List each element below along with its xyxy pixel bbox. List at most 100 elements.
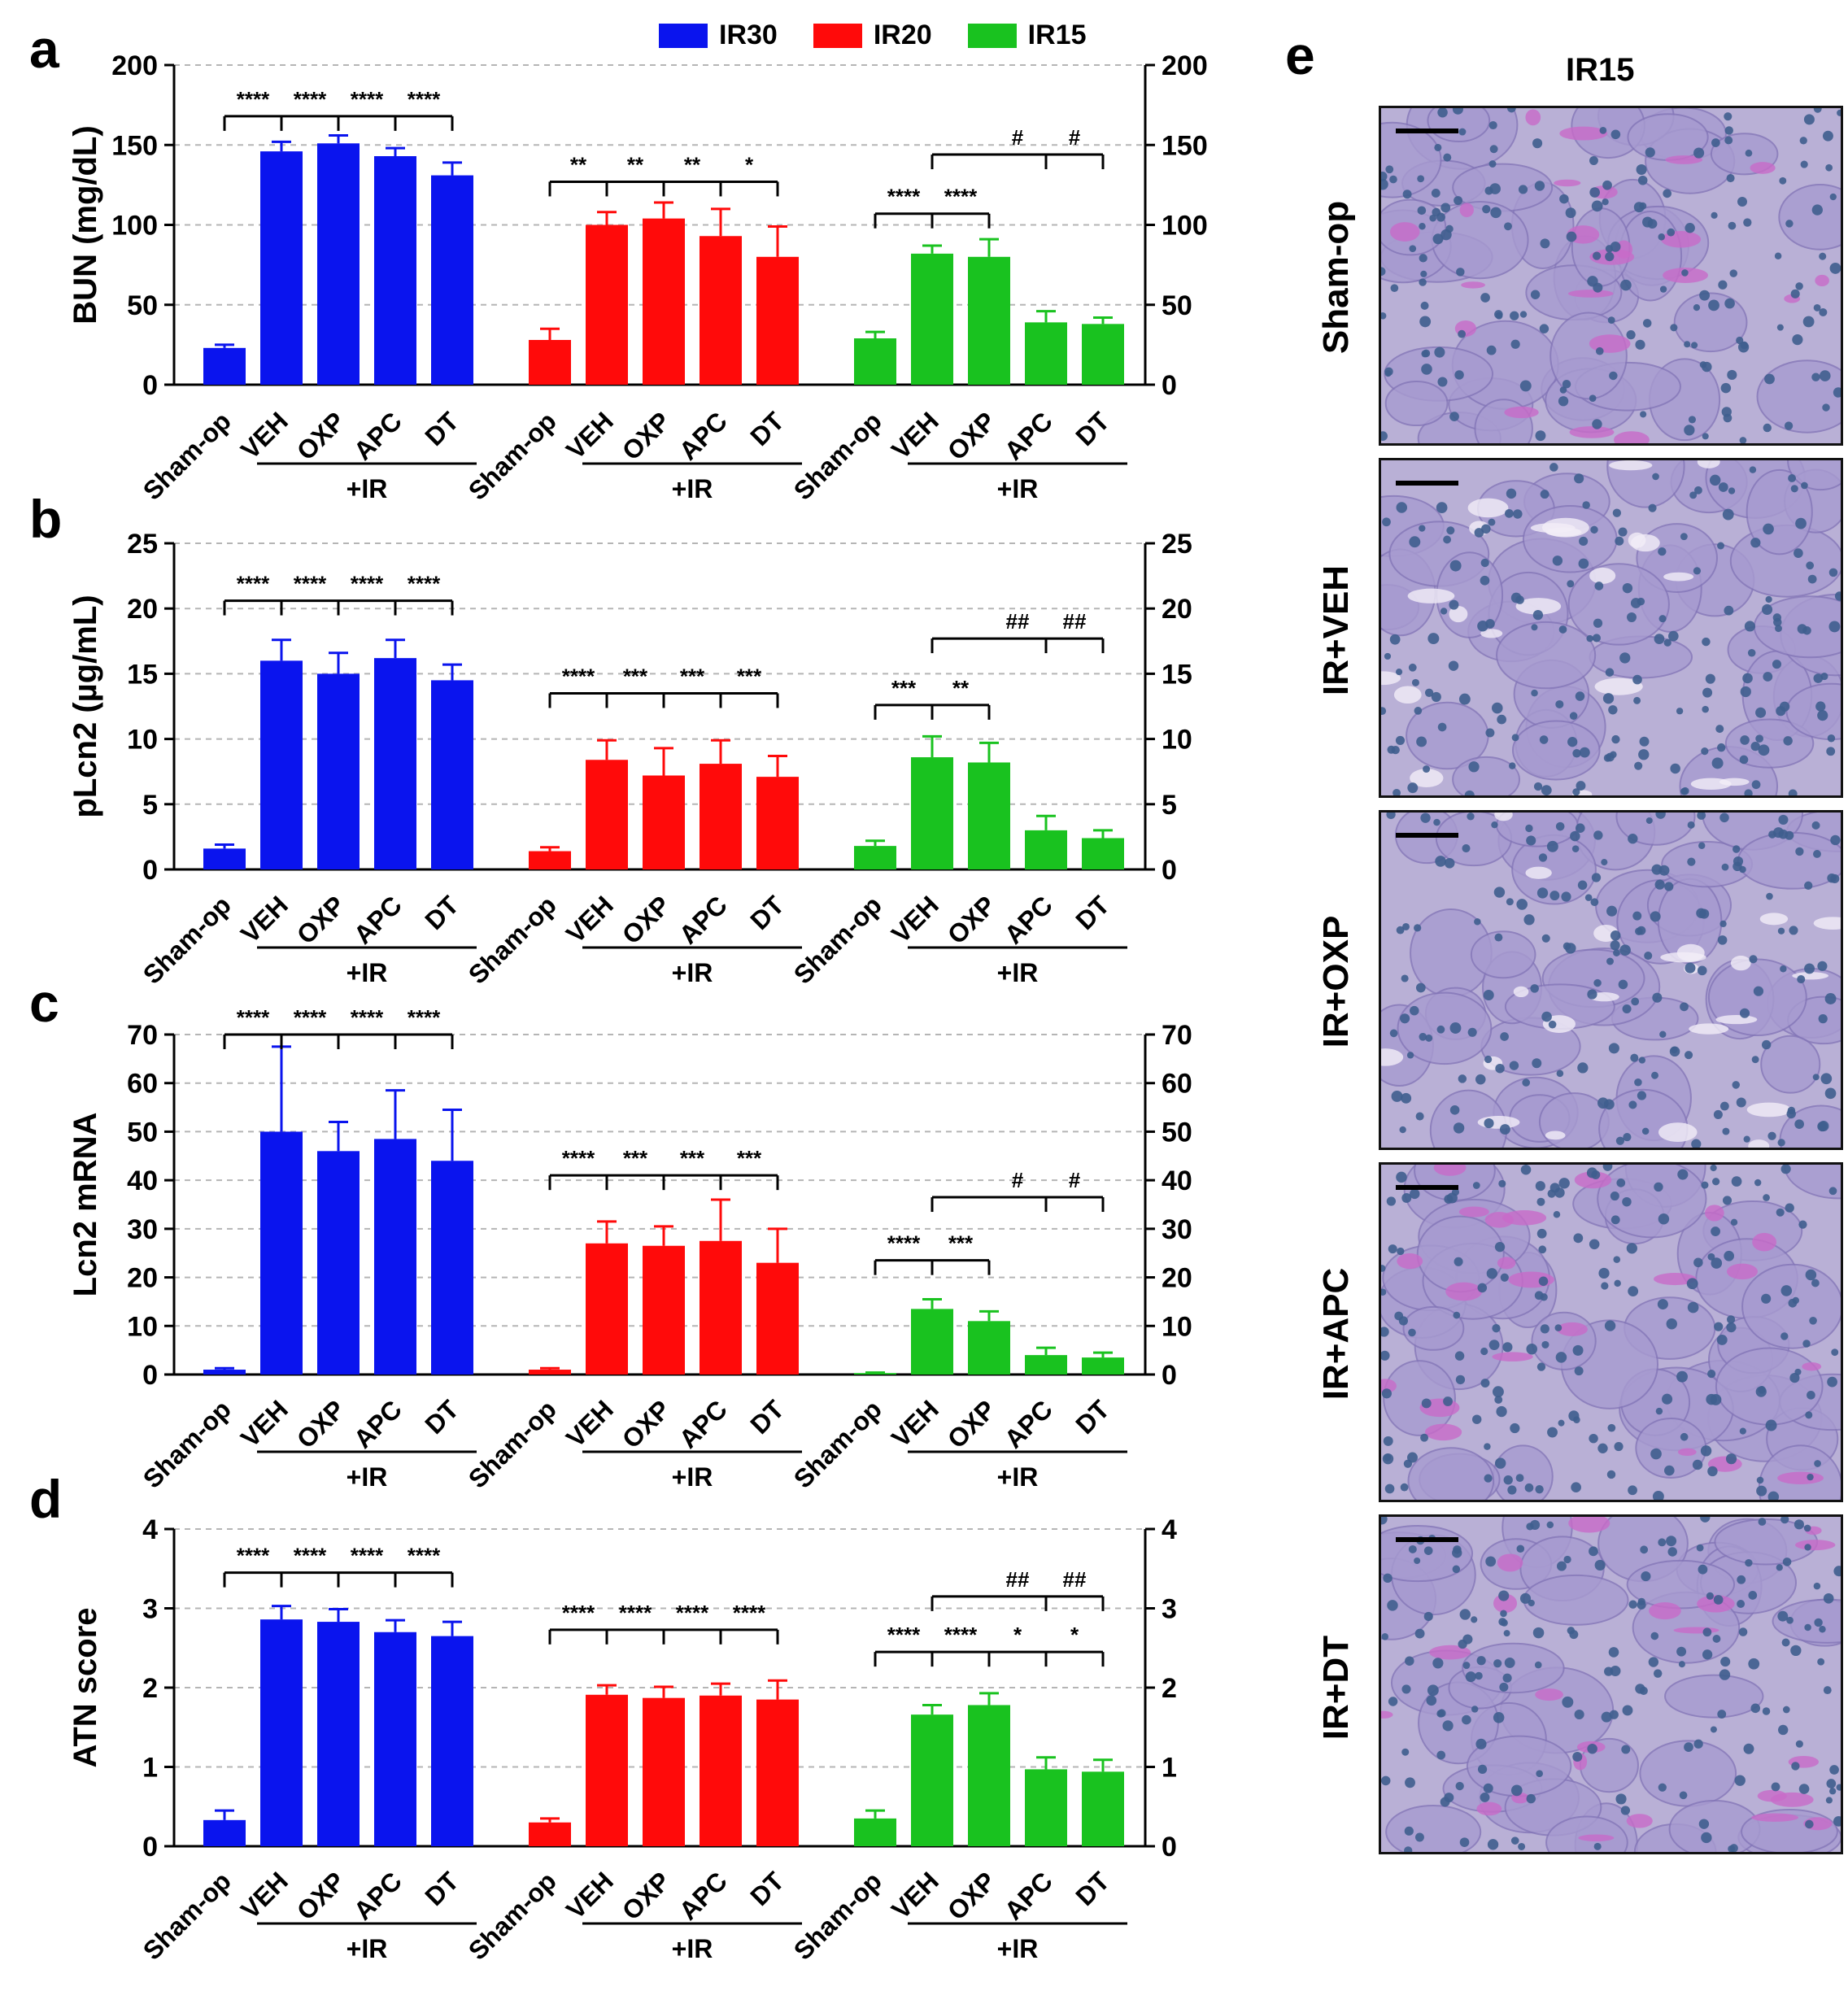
micro-nucleus: [1547, 1427, 1558, 1438]
micro-nucleus: [1381, 1327, 1389, 1337]
micro-nucleus: [1408, 1544, 1417, 1553]
micro-lumen: [1719, 778, 1750, 786]
micro-nucleus: [1803, 114, 1815, 125]
bar: [374, 658, 416, 869]
micro-nucleus: [1492, 1323, 1501, 1333]
micro-nucleus: [1510, 339, 1520, 349]
micro-nucleus: [1763, 423, 1772, 433]
micro-nucleus: [1389, 175, 1397, 184]
micro-nucleus: [1589, 156, 1598, 165]
micro-nucleus: [1513, 509, 1523, 519]
micro-nucleus: [1805, 1819, 1814, 1829]
micro-tubule: [1778, 184, 1841, 251]
micro-nucleus: [1658, 1783, 1667, 1792]
y-tick-label-right: 200: [1162, 50, 1208, 81]
category-label: VEH: [886, 890, 944, 948]
micro-texture: [1381, 1517, 1841, 1852]
micro-nucleus: [1381, 431, 1388, 441]
micro-nucleus: [1804, 1623, 1811, 1632]
micro-nucleus: [1480, 293, 1490, 303]
legend: IR30 IR20 IR15: [659, 20, 1086, 51]
micro-nucleus: [1702, 1649, 1713, 1660]
legend-swatch-ir30: [659, 23, 708, 48]
micro-nucleus: [1726, 1315, 1736, 1324]
micro-nucleus: [1381, 267, 1386, 277]
micro-nucleus: [1739, 1008, 1750, 1018]
bar: [260, 1131, 303, 1375]
micro-nucleus: [1590, 525, 1598, 534]
sig-label: ****: [887, 185, 921, 209]
category-label: DT: [419, 1866, 464, 1911]
micro-nucleus: [1423, 1546, 1433, 1555]
micro-nucleus: [1827, 1376, 1837, 1388]
micro-nucleus: [1609, 371, 1618, 381]
micro-nucleus: [1532, 1627, 1545, 1639]
bar: [431, 1161, 473, 1375]
micro-nucleus: [1776, 1208, 1785, 1217]
micro-nucleus: [1610, 1215, 1620, 1225]
micro-nucleus: [1541, 1011, 1552, 1022]
micro-lumen: [1504, 406, 1539, 419]
category-label: VEH: [560, 1394, 619, 1453]
sig-label: **: [570, 152, 587, 176]
micro-nucleus: [1728, 487, 1736, 494]
micro-nucleus: [1394, 1311, 1404, 1321]
micro-nucleus: [1566, 231, 1577, 242]
y-tick-label-left: 0: [142, 1360, 158, 1391]
micro-tubule: [1416, 1215, 1505, 1293]
micro-nucleus: [1819, 252, 1827, 260]
micro-lumen: [1497, 1257, 1516, 1270]
category-label: Sham-op: [137, 406, 237, 505]
micro-nucleus: [1602, 693, 1615, 704]
micro-nucleus: [1424, 688, 1434, 697]
micro-nucleus: [1444, 858, 1455, 869]
micro-nucleus: [1756, 1476, 1764, 1484]
y-tick-label-left: 20: [127, 1263, 158, 1294]
micro-texture: [1381, 813, 1841, 1148]
micro-nucleus: [1830, 834, 1841, 846]
micro-lumen: [1751, 1813, 1799, 1822]
micro-nucleus: [1467, 813, 1475, 821]
micro-nucleus: [1807, 1473, 1814, 1481]
micro-nucleus: [1395, 735, 1406, 745]
micro-lumen: [1467, 498, 1509, 518]
micro-nucleus: [1800, 160, 1808, 168]
micro-nucleus: [1809, 1316, 1817, 1325]
micro-nucleus: [1828, 1788, 1837, 1795]
bar: [1025, 1769, 1067, 1846]
micro-nucleus: [1572, 788, 1580, 795]
micro-nucleus: [1556, 1070, 1564, 1078]
micro-nucleus: [1719, 813, 1729, 823]
category-label: VEH: [886, 406, 944, 464]
micro-nucleus: [1776, 324, 1784, 331]
micro-nucleus: [1812, 1074, 1820, 1081]
sig-label: ****: [676, 1601, 709, 1625]
micro-nucleus: [1437, 377, 1448, 387]
micro-nucleus: [1807, 574, 1817, 584]
micro-nucleus: [1535, 430, 1546, 442]
micro-nucleus: [1381, 1288, 1387, 1296]
micro-lumen: [1665, 155, 1703, 164]
micro-tubule: [1707, 958, 1807, 1037]
category-label: APC: [673, 406, 733, 465]
micro-lumen: [1492, 1352, 1533, 1361]
bar: [968, 256, 1010, 385]
micro-nucleus: [1528, 1599, 1535, 1607]
micro-nucleus: [1593, 618, 1603, 628]
micro-nucleus: [1638, 749, 1650, 760]
micro-nucleus: [1737, 196, 1747, 207]
micro-nucleus: [1706, 1393, 1717, 1405]
micro-lumen: [1569, 426, 1615, 438]
category-label: DT: [419, 406, 464, 451]
category-label: Sham-op: [463, 1394, 562, 1493]
micro-nucleus: [1420, 813, 1431, 823]
micro-nucleus: [1823, 1686, 1832, 1695]
micro-nucleus: [1534, 181, 1545, 191]
micro-nucleus: [1522, 1078, 1531, 1087]
legend-swatch-ir15: [967, 23, 1017, 48]
micro-nucleus: [1751, 780, 1761, 790]
micro-nucleus: [1685, 962, 1696, 974]
